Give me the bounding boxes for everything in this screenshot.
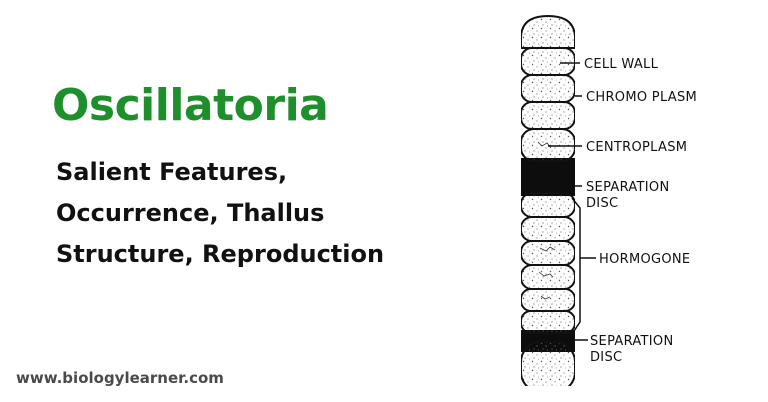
- page-title: Oscillatoria: [52, 80, 329, 131]
- subtitle-line-1: Salient Features,: [56, 158, 288, 186]
- cell: [521, 128, 575, 162]
- cell: [521, 74, 575, 103]
- subtitle-line-2: Occurrence, Thallus: [56, 199, 325, 227]
- subtitle: Salient Features, Occurrence, Thallus St…: [56, 152, 384, 275]
- label-cell-wall: CELL WALL: [584, 57, 659, 72]
- label-separation-disc-1-line-2: DISC: [586, 196, 618, 211]
- label-separation-disc-1-line-1: SEPARATION: [586, 180, 670, 195]
- hormogone-cell: [521, 216, 575, 242]
- website-url: www.biologylearner.com: [16, 369, 224, 387]
- label-chromoplasm: CHROMO PLASM: [586, 90, 697, 105]
- cell: [521, 101, 575, 130]
- hormogone-cell: [521, 192, 575, 218]
- label-hormogone: HORMOGONE: [599, 252, 690, 267]
- terminal-cell-top: [521, 14, 575, 49]
- filament: [521, 14, 575, 386]
- subtitle-line-3: Structure, Reproduction: [56, 240, 385, 268]
- hormogone-cell: [521, 240, 575, 266]
- separation-disc-1: [521, 158, 575, 196]
- label-centroplasm: CENTROPLASM: [586, 140, 687, 155]
- label-separation-disc-2-line-2: DISC: [590, 350, 622, 365]
- cell: [521, 47, 575, 76]
- label-separation-disc-2-line-1: SEPARATION: [590, 334, 674, 349]
- hormogone-cell: [521, 264, 575, 290]
- hormogone-cell: [521, 310, 575, 334]
- leader-lines: [548, 62, 596, 341]
- hormogone-bracket: [571, 197, 581, 335]
- hormogone-cell: [521, 288, 575, 312]
- terminal-cell-bottom: [521, 341, 575, 386]
